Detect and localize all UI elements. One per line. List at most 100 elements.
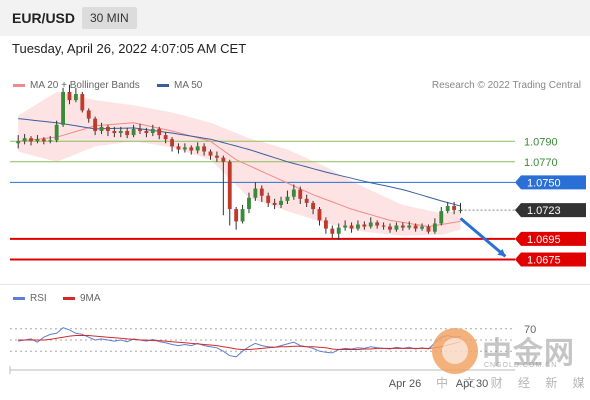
level-box-1.0723 <box>515 203 586 218</box>
candle-body <box>413 225 418 229</box>
candle-body <box>29 138 33 142</box>
candle-body <box>426 226 431 232</box>
candle-body <box>311 202 315 210</box>
candle-body <box>195 146 200 151</box>
forecast-arrow-head <box>497 248 506 257</box>
symbol-label: EUR/USD <box>12 10 76 26</box>
candle-body <box>420 226 424 229</box>
candle-body <box>144 130 149 134</box>
candle-body <box>452 206 457 211</box>
watermark-domain: CNGOLD.COM.CN <box>484 362 558 369</box>
datetime-label: Tuesday, April 26, 2022 4:07:05 AM CET <box>12 41 247 56</box>
candle-body <box>182 147 187 150</box>
candle-body <box>247 197 251 210</box>
candle-body <box>458 210 463 212</box>
candle-body <box>388 226 392 230</box>
candle-body <box>112 130 117 134</box>
legend-ma20-bb: MA 20 + Bollinger Bands <box>13 80 140 91</box>
candle-body <box>67 91 72 101</box>
candle-body <box>208 151 213 156</box>
candle-body <box>61 91 65 125</box>
level-label-1.0790: 1.0790 <box>524 136 558 148</box>
candle-body <box>375 222 380 226</box>
research-credit: Research © 2022 Trading Central <box>431 80 581 91</box>
candle-body <box>41 139 46 142</box>
candle-body <box>240 209 245 222</box>
candle-body <box>445 206 450 212</box>
candle-body <box>298 189 303 199</box>
level-box-1.0695 <box>515 231 586 246</box>
candle-body <box>439 211 444 224</box>
x-tick-label: Apr 26 <box>389 378 421 390</box>
candle-body <box>150 128 155 134</box>
candle-body <box>368 222 373 227</box>
candle-body <box>106 126 110 131</box>
timeframe-button[interactable]: 30 MIN <box>82 7 137 29</box>
candle-body <box>163 135 168 140</box>
candle-body <box>189 147 194 151</box>
level-box-1.0750 <box>515 175 586 190</box>
candle-body <box>343 225 348 228</box>
candle-body <box>381 225 386 227</box>
candle-body <box>330 228 335 234</box>
candle-body <box>202 146 207 152</box>
candle-body <box>215 155 219 158</box>
header-bar: EUR/USD 30 MIN <box>0 0 590 36</box>
watermark-logo-icon <box>432 328 478 374</box>
legend-swatch-rsi <box>13 296 25 300</box>
rsi-series-9MA <box>18 335 461 350</box>
level-label-1.0695: 1.0695 <box>527 234 561 246</box>
candle-body <box>35 139 40 142</box>
bollinger-band <box>18 91 461 236</box>
watermark: 中金网 CNGOLD.COM.CN 中 文 财 经 新 媒 体 <box>432 326 590 390</box>
candle-body <box>157 128 162 136</box>
candle-body <box>356 224 360 229</box>
candle-body <box>362 224 367 227</box>
legend-label-ma50: MA 50 <box>174 80 203 91</box>
legend-label-ma20: MA 20 + Bollinger Bands <box>30 80 140 91</box>
panel-separator <box>0 284 590 285</box>
candle-body <box>279 200 283 205</box>
candle-body <box>349 225 354 229</box>
candle-body <box>253 188 258 198</box>
legend-swatch-ma50 <box>157 83 169 87</box>
candle-body <box>131 128 136 136</box>
legend-ma50: MA 50 <box>157 80 202 91</box>
level-box-1.0675 <box>515 252 586 267</box>
candle-body <box>48 140 53 142</box>
candle-body <box>291 189 296 197</box>
watermark-title: 中金网 <box>482 337 575 370</box>
legend-rsi: RSI <box>13 293 47 304</box>
candle-body <box>407 225 412 228</box>
candle-body <box>16 141 21 144</box>
candle-body <box>54 124 59 141</box>
candle-body <box>227 161 232 210</box>
legend-label-9ma: 9MA <box>80 293 101 304</box>
x-tick-label: Apr 30 <box>456 378 488 390</box>
candle-body <box>304 198 309 203</box>
candle-body <box>138 128 142 131</box>
level-label-1.0675: 1.0675 <box>527 254 561 266</box>
level-label-1.0770: 1.0770 <box>524 157 558 169</box>
candle-body <box>317 209 322 221</box>
forecast-arrow <box>459 217 507 258</box>
watermark-subtitle: 中 文 财 经 新 媒 体 <box>436 376 590 390</box>
level-label-1.0723: 1.0723 <box>527 205 561 217</box>
legend-9ma: 9MA <box>63 293 101 304</box>
rsi-series-RSI <box>18 327 461 358</box>
level-label-1.0750: 1.0750 <box>527 177 561 189</box>
ma50-line <box>18 118 461 207</box>
candle-body <box>73 93 78 101</box>
candle-body <box>323 220 328 229</box>
candle-body <box>86 110 91 119</box>
candle-body <box>176 146 181 150</box>
legend-swatch-ma20 <box>13 83 25 87</box>
candle-body <box>272 202 277 205</box>
candle-body <box>118 130 123 134</box>
candle-body <box>285 196 290 201</box>
ma20-line <box>18 122 461 228</box>
candle-body <box>170 139 174 147</box>
candle-body <box>394 225 399 230</box>
legend-label-rsi: RSI <box>30 293 47 304</box>
